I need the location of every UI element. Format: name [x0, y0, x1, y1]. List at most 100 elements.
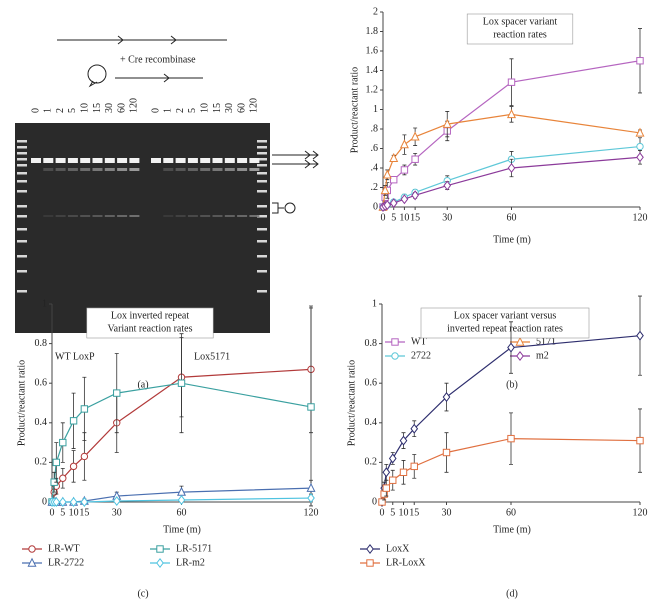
x-tick-label: 120 — [633, 507, 648, 518]
x-tick-label: 60 — [507, 212, 517, 223]
ladder-band — [257, 228, 267, 231]
data-point — [383, 200, 392, 211]
ladder-band — [17, 240, 27, 243]
data-point — [506, 109, 517, 119]
data-point — [69, 496, 78, 508]
legend-label: 5171 — [536, 336, 556, 347]
y-tick-label: 0.4 — [365, 417, 378, 428]
y-tick-label: .2 — [371, 182, 379, 193]
y-tick-label: .8 — [371, 123, 379, 134]
y-tick-label: 0.2 — [365, 457, 378, 468]
x-axis-label: Time (m) — [493, 524, 531, 535]
gel-band — [249, 158, 260, 163]
data-point — [636, 142, 644, 151]
legend-marker — [156, 557, 164, 569]
x-axis-label: Time (m) — [493, 234, 531, 245]
gel-band — [224, 168, 235, 171]
ladder-band — [257, 172, 267, 175]
data-point — [411, 190, 419, 201]
ladder-band — [17, 152, 27, 155]
legend-label: LR-LoxX — [386, 557, 426, 568]
y-tick-label: 0.2 — [35, 457, 48, 468]
legend-marker — [27, 557, 37, 567]
gel-band — [80, 168, 91, 171]
chart-title: Lox spacer variant versus — [454, 310, 557, 321]
data-point — [389, 198, 398, 209]
gel-band — [163, 215, 174, 217]
gel-band — [200, 215, 211, 217]
gel-band — [212, 215, 223, 217]
y-tick-label: 0.6 — [35, 377, 48, 388]
y-tick-label: 2 — [373, 6, 378, 17]
gel-band — [67, 158, 78, 163]
gel-band — [117, 168, 128, 171]
ladder-band — [17, 270, 27, 273]
lane-label: 1 — [163, 108, 174, 113]
panel-label: (b) — [506, 379, 518, 390]
data-point — [69, 462, 78, 471]
legend-marker — [391, 352, 399, 360]
x-tick-label: 60 — [506, 507, 516, 518]
ladder-band — [257, 152, 267, 155]
data-point — [507, 342, 515, 353]
y-tick-label: .4 — [371, 162, 379, 173]
data-point — [58, 496, 67, 508]
gel-band — [129, 215, 140, 217]
lane-label: 15 — [212, 103, 223, 113]
legend-label: m2 — [536, 350, 549, 361]
y-axis-label: Product/reactant ratio — [349, 67, 360, 153]
lane-label: 0 — [30, 108, 41, 113]
ladder-band — [257, 190, 267, 193]
gel-band — [163, 158, 174, 163]
gel-band — [117, 158, 128, 163]
lane-label: 5 — [187, 108, 198, 113]
data-point — [382, 484, 391, 492]
data-point — [442, 392, 451, 403]
legend-label: WT — [411, 336, 427, 347]
legend-marker — [156, 545, 164, 553]
lane-label: 5 — [67, 108, 78, 113]
y-tick-label: 0 — [373, 201, 378, 212]
gel-band — [187, 158, 198, 163]
gel-band — [163, 168, 174, 171]
ladder-band — [17, 215, 27, 218]
title-box — [86, 307, 214, 339]
x-tick-label: 120 — [304, 507, 319, 518]
x-axis-label: Time (m) — [163, 524, 201, 535]
gel-band — [55, 158, 66, 163]
lane-label: 15 — [92, 103, 103, 113]
title-box — [420, 307, 590, 339]
ladder-band — [17, 140, 27, 143]
gel-band — [200, 168, 211, 171]
ladder-band — [17, 228, 27, 231]
gel-band — [104, 158, 115, 163]
gel-band — [200, 158, 211, 163]
lane-label: 120 — [249, 98, 260, 113]
data-point — [411, 155, 419, 163]
gel-band — [55, 168, 66, 171]
y-tick-label: 0.8 — [35, 338, 48, 349]
gel-legend — [272, 150, 319, 214]
lane-label: 1 — [43, 108, 54, 113]
ladder-band — [17, 290, 27, 293]
data-point — [636, 152, 644, 163]
legend-marker — [516, 350, 524, 362]
data-point — [113, 389, 121, 397]
y-tick-label: 1 — [42, 298, 47, 309]
gel-band — [117, 215, 128, 217]
ladder-band — [257, 158, 267, 161]
data-point — [52, 496, 61, 508]
data-point — [177, 494, 186, 506]
ladder-band — [17, 158, 27, 161]
data-point — [378, 498, 386, 506]
data-point — [80, 405, 89, 413]
data-point — [69, 417, 78, 425]
data-point — [636, 330, 644, 341]
x-tick-label: 10 — [399, 212, 409, 223]
ladder-band — [257, 180, 267, 183]
x-tick-label: 30 — [442, 507, 452, 518]
legend-marker — [366, 543, 374, 555]
gel-band — [187, 168, 198, 171]
data-point — [410, 462, 418, 471]
